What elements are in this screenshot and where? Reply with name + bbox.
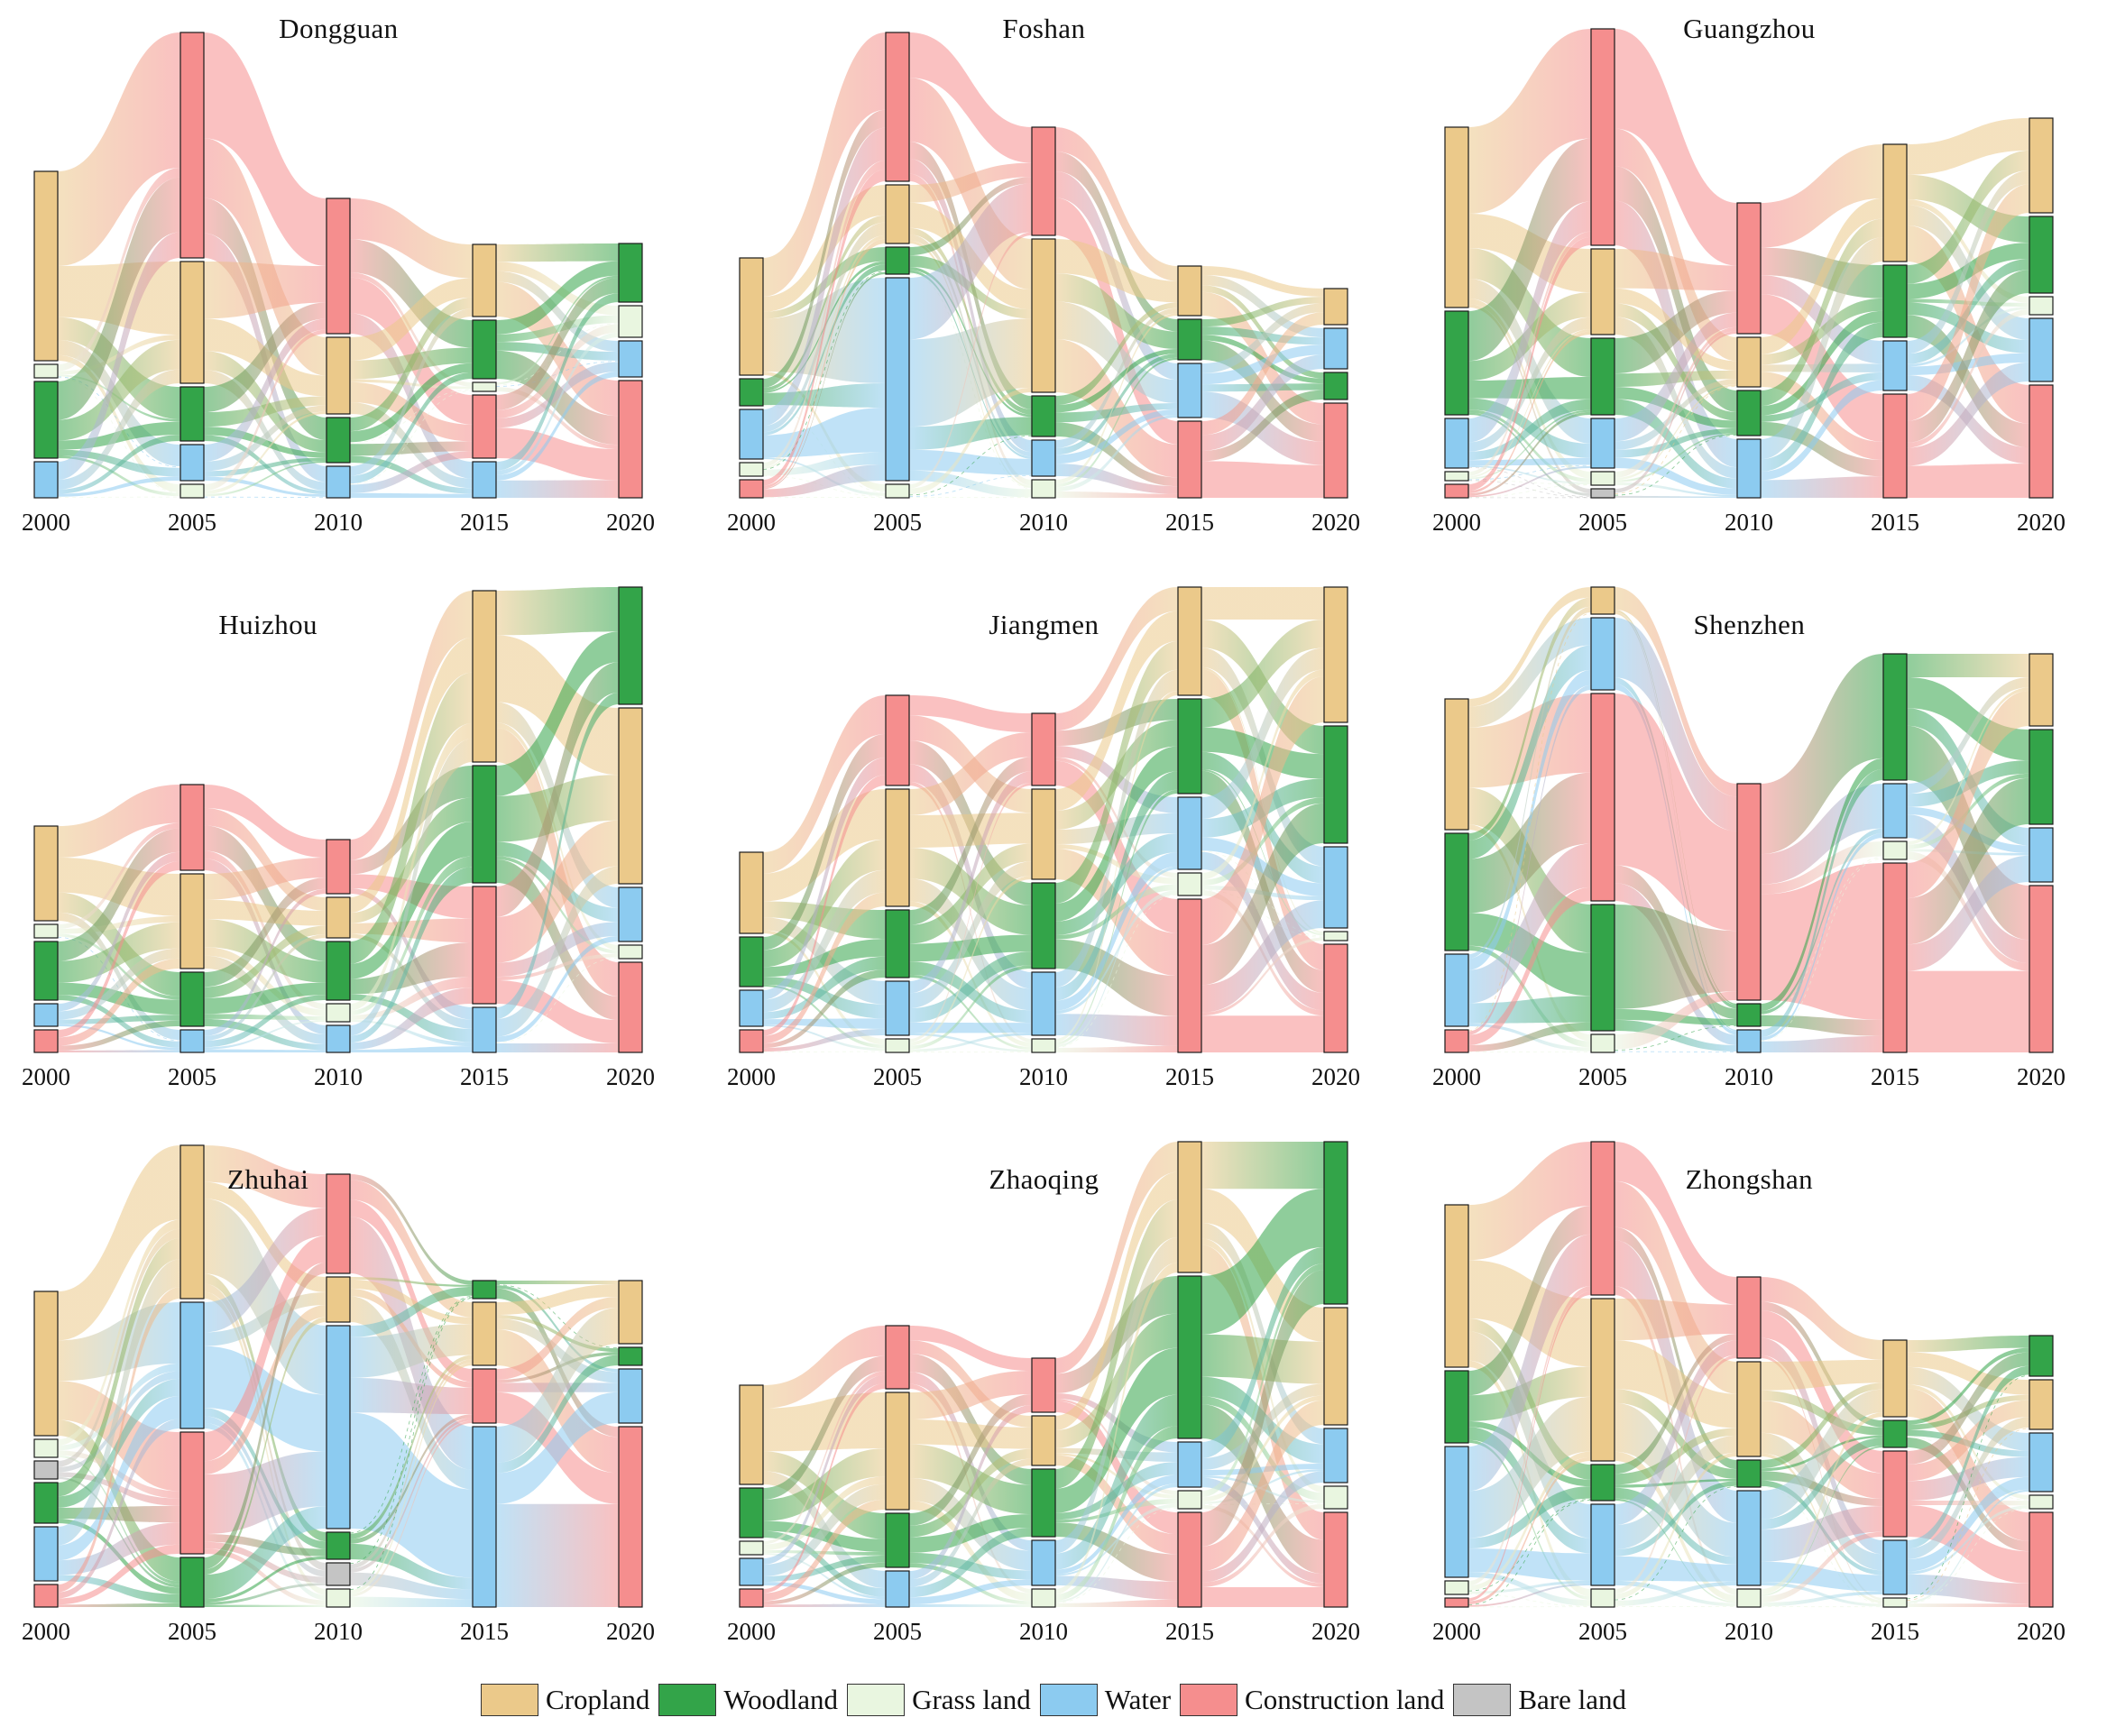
svg-text:2000: 2000 — [22, 1618, 70, 1645]
svg-text:2005: 2005 — [1578, 509, 1627, 536]
legend: Cropland Woodland Grass land Water Const… — [0, 1664, 2116, 1736]
svg-text:2015: 2015 — [460, 1063, 509, 1090]
svg-text:2010: 2010 — [1019, 509, 1068, 536]
svg-text:2005: 2005 — [873, 1063, 922, 1090]
svg-text:2010: 2010 — [1725, 1618, 1773, 1645]
panel-zhuhai: 2000 2005 2010 2015 2020 Zhuhai — [0, 1109, 705, 1664]
panel-title-zhaoqing: Zhaoqing — [989, 1163, 1099, 1195]
svg-text:2020: 2020 — [606, 1063, 655, 1090]
panel-dongguan: 2000 2005 2010 2015 2020 Dongguan — [0, 0, 705, 555]
legend-swatch-woodland — [658, 1684, 717, 1716]
svg-text:2015: 2015 — [1871, 1618, 1919, 1645]
sankey-foshan: 2000 2005 2010 2015 2020 — [727, 32, 1360, 536]
panel-shenzhen: 2000 2005 2010 2015 2020 Shenzhen — [1411, 555, 2116, 1109]
svg-text:2010: 2010 — [314, 509, 363, 536]
panel-title-dongguan: Dongguan — [279, 13, 399, 44]
legend-label-water: Water — [1104, 1684, 1172, 1715]
legend-label-bare-land: Bare land — [1518, 1684, 1626, 1715]
svg-text:2010: 2010 — [314, 1063, 363, 1090]
svg-text:2005: 2005 — [1578, 1618, 1627, 1645]
svg-text:2015: 2015 — [1165, 509, 1214, 536]
svg-text:2020: 2020 — [606, 1618, 655, 1645]
svg-text:2020: 2020 — [2017, 1618, 2065, 1645]
sankey-zhuhai: 2000 2005 2010 2015 2020 — [22, 1144, 655, 1645]
legend-item-grassland: Grass land — [847, 1684, 1040, 1716]
svg-text:2000: 2000 — [727, 1063, 776, 1090]
sankey-zhaoqing: 2000 2005 2010 2015 2020 — [727, 1141, 1360, 1645]
svg-text:2010: 2010 — [1019, 1063, 1068, 1090]
svg-text:2005: 2005 — [168, 1618, 216, 1645]
sankey-dongguan: 2000 2005 2010 2015 2020 — [22, 32, 655, 536]
legend-item-cropland: Cropland — [481, 1684, 658, 1716]
legend-swatch-bare-land — [1453, 1684, 1512, 1716]
svg-text:2005: 2005 — [873, 509, 922, 536]
legend-label-woodland: Woodland — [723, 1684, 839, 1715]
svg-text:2020: 2020 — [1311, 1063, 1360, 1090]
legend-label-cropland: Cropland — [546, 1684, 650, 1715]
svg-text:2005: 2005 — [168, 1063, 216, 1090]
svg-text:2015: 2015 — [460, 509, 509, 536]
svg-text:2015: 2015 — [1165, 1063, 1214, 1090]
legend-item-construction-land: Construction land — [1180, 1684, 1453, 1716]
sankey-huizhou: 2000 2005 2010 2015 2020 — [22, 586, 655, 1090]
legend-label-construction-land: Construction land — [1245, 1684, 1445, 1715]
svg-text:2010: 2010 — [1725, 1063, 1773, 1090]
panel-guangzhou: 2000 2005 2010 2015 2020 Guangzhou — [1411, 0, 2116, 555]
panel-title-shenzhen: Shenzhen — [1693, 609, 1806, 640]
svg-text:2000: 2000 — [22, 509, 70, 536]
legend-swatch-water — [1039, 1684, 1098, 1716]
panel-title-zhuhai: Zhuhai — [227, 1163, 309, 1195]
svg-text:2000: 2000 — [727, 1618, 776, 1645]
legend-swatch-grassland — [847, 1684, 906, 1716]
svg-text:2000: 2000 — [22, 1063, 70, 1090]
svg-text:2000: 2000 — [1432, 1063, 1481, 1090]
svg-text:2015: 2015 — [460, 1618, 509, 1645]
legend-item-bare-land: Bare land — [1453, 1684, 1635, 1716]
panel-jiangmen: 2000 2005 2010 2015 2020 Jiangmen — [705, 555, 1411, 1109]
sankey-guangzhou: 2000 2005 2010 2015 2020 — [1432, 28, 2065, 536]
svg-text:2015: 2015 — [1871, 1063, 1919, 1090]
svg-text:2005: 2005 — [1578, 1063, 1627, 1090]
legend-item-woodland: Woodland — [658, 1684, 847, 1716]
svg-text:2010: 2010 — [1019, 1618, 1068, 1645]
legend-swatch-cropland — [481, 1684, 539, 1716]
panel-title-guangzhou: Guangzhou — [1683, 13, 1816, 44]
panel-huizhou: 2000 2005 2010 2015 2020 Huizhou — [0, 555, 705, 1109]
panel-title-foshan: Foshan — [1002, 13, 1086, 44]
sankey-shenzhen: 2000 2005 2010 2015 2020 — [1432, 586, 2065, 1090]
svg-text:2020: 2020 — [606, 509, 655, 536]
svg-text:2005: 2005 — [873, 1618, 922, 1645]
svg-text:2005: 2005 — [168, 509, 216, 536]
svg-text:2010: 2010 — [314, 1618, 363, 1645]
sankey-jiangmen: 2000 2005 2010 2015 2020 — [727, 586, 1360, 1090]
svg-text:2020: 2020 — [2017, 1063, 2065, 1090]
panel-title-zhongshan: Zhongshan — [1685, 1163, 1814, 1195]
svg-text:2000: 2000 — [727, 509, 776, 536]
panel-zhaoqing: 2000 2005 2010 2015 2020 Zhaoqing — [705, 1109, 1411, 1664]
svg-text:2015: 2015 — [1165, 1618, 1214, 1645]
panel-zhongshan: 2000 2005 2010 2015 2020 Zhongshan — [1411, 1109, 2116, 1664]
svg-text:2020: 2020 — [1311, 509, 1360, 536]
svg-text:2010: 2010 — [1725, 509, 1773, 536]
panel-foshan: 2000 2005 2010 2015 2020 Foshan — [705, 0, 1411, 555]
svg-text:2020: 2020 — [1311, 1618, 1360, 1645]
panel-title-huizhou: Huizhou — [218, 609, 317, 640]
sankey-zhongshan: 2000 2005 2010 2015 2020 — [1432, 1141, 2065, 1645]
legend-swatch-construction-land — [1180, 1684, 1238, 1716]
svg-text:2000: 2000 — [1432, 1618, 1481, 1645]
svg-text:2020: 2020 — [2017, 509, 2065, 536]
panel-title-jiangmen: Jiangmen — [989, 609, 1099, 640]
legend-item-water: Water — [1039, 1684, 1180, 1716]
svg-text:2015: 2015 — [1871, 509, 1919, 536]
svg-text:2000: 2000 — [1432, 509, 1481, 536]
legend-label-grassland: Grass land — [912, 1684, 1031, 1715]
